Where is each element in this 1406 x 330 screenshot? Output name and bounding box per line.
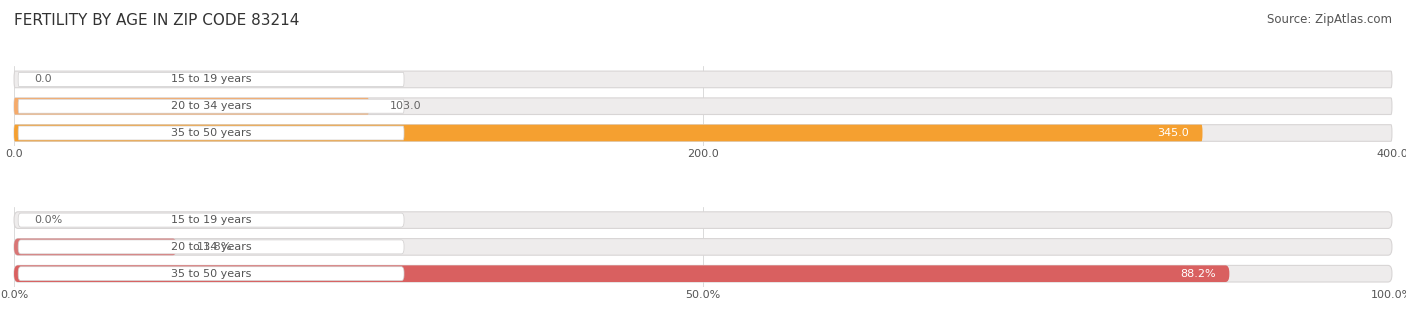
Text: 0.0: 0.0 (35, 74, 52, 84)
FancyBboxPatch shape (14, 212, 1392, 228)
Text: 35 to 50 years: 35 to 50 years (172, 269, 252, 279)
FancyBboxPatch shape (14, 98, 368, 115)
Text: 103.0: 103.0 (389, 101, 422, 111)
FancyBboxPatch shape (18, 240, 404, 254)
Text: 88.2%: 88.2% (1180, 269, 1216, 279)
Text: 15 to 19 years: 15 to 19 years (172, 74, 252, 84)
Text: 0.0%: 0.0% (35, 215, 63, 225)
FancyBboxPatch shape (14, 98, 1392, 115)
FancyBboxPatch shape (18, 72, 404, 86)
Text: 11.8%: 11.8% (197, 242, 233, 252)
Text: 35 to 50 years: 35 to 50 years (172, 128, 252, 138)
FancyBboxPatch shape (14, 265, 1229, 282)
FancyBboxPatch shape (14, 125, 1202, 141)
FancyBboxPatch shape (14, 239, 177, 255)
Text: 20 to 34 years: 20 to 34 years (170, 242, 252, 252)
FancyBboxPatch shape (18, 213, 404, 227)
FancyBboxPatch shape (18, 126, 404, 140)
FancyBboxPatch shape (14, 239, 1392, 255)
Text: 345.0: 345.0 (1157, 128, 1188, 138)
FancyBboxPatch shape (18, 267, 404, 281)
Text: 20 to 34 years: 20 to 34 years (170, 101, 252, 111)
FancyBboxPatch shape (18, 99, 404, 113)
FancyBboxPatch shape (14, 71, 1392, 88)
Text: Source: ZipAtlas.com: Source: ZipAtlas.com (1267, 13, 1392, 26)
Text: 15 to 19 years: 15 to 19 years (172, 215, 252, 225)
FancyBboxPatch shape (14, 125, 1392, 141)
Text: FERTILITY BY AGE IN ZIP CODE 83214: FERTILITY BY AGE IN ZIP CODE 83214 (14, 13, 299, 28)
FancyBboxPatch shape (14, 265, 1392, 282)
